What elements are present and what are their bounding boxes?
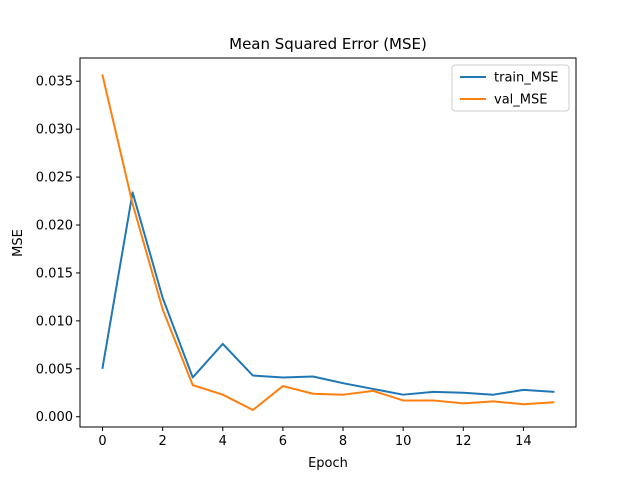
y-axis-label: MSE: [11, 229, 26, 257]
x-tick-label: 8: [339, 434, 347, 449]
x-tick-label: 10: [395, 434, 412, 449]
x-tick-label: 6: [279, 434, 287, 449]
legend-label-val_MSE: val_MSE: [494, 93, 547, 108]
y-tick-label: 0.020: [36, 219, 73, 234]
y-tick-label: 0.000: [36, 410, 73, 425]
x-tick-label: 0: [98, 434, 106, 449]
y-tick-label: 0.015: [36, 266, 73, 281]
y-tick-label: 0.030: [36, 123, 73, 138]
x-axis-label: Epoch: [308, 456, 348, 471]
y-tick-label: 0.010: [36, 314, 73, 329]
x-tick-label: 2: [159, 434, 167, 449]
x-tick-label: 14: [515, 434, 532, 449]
series-line-train_MSE: [101, 191, 555, 396]
x-tick-label: 4: [219, 434, 227, 449]
y-tick-label: 0.005: [36, 362, 73, 377]
y-tick-label: 0.035: [36, 75, 73, 90]
legend-label-train_MSE: train_MSE: [494, 71, 558, 86]
y-tick-label: 0.025: [36, 171, 73, 186]
plot-frame: [79, 57, 577, 428]
x-tick-label: 12: [455, 434, 472, 449]
chart-title: Mean Squared Error (MSE): [229, 35, 427, 53]
plot-area: 0 2 4 6 8 10 12 14 0.000 0.005 0.010 0.015 0.020 0.02…: [36, 57, 577, 449]
series-line-val_MSE: [101, 74, 555, 412]
